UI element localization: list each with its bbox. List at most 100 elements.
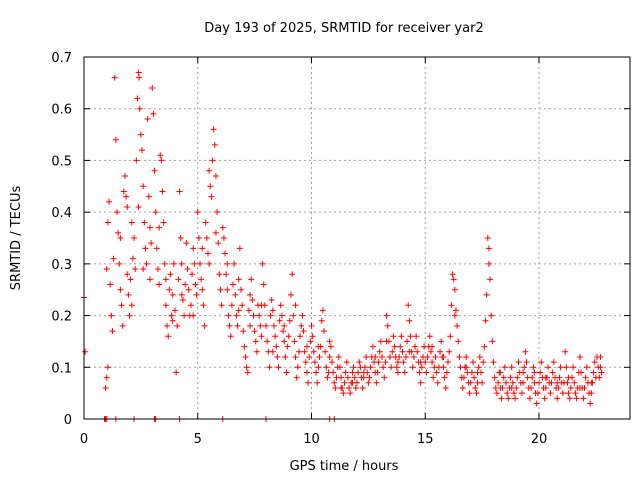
- data-point: [190, 312, 197, 319]
- data-point: [504, 390, 511, 397]
- data-point: [288, 291, 295, 298]
- data-point: [476, 353, 483, 360]
- data-point: [377, 338, 384, 345]
- data-point: [597, 353, 604, 360]
- data-point: [481, 343, 488, 350]
- data-point: [572, 390, 579, 397]
- data-point: [565, 374, 572, 381]
- data-point: [239, 302, 246, 309]
- data-point: [405, 302, 412, 309]
- data-point: [434, 379, 441, 386]
- data-point: [314, 379, 321, 386]
- data-point: [410, 353, 417, 360]
- data-point: [522, 348, 529, 355]
- y-tick-label: 0.6: [51, 103, 72, 118]
- x-tick-label: 10: [303, 432, 320, 447]
- data-point: [198, 276, 205, 283]
- data-point: [328, 359, 335, 366]
- data-point: [131, 235, 138, 241]
- data-point: [326, 353, 333, 360]
- x-tick-labels: 0 5 10 15 20: [80, 432, 547, 447]
- data-point: [404, 338, 411, 345]
- data-point: [578, 369, 585, 376]
- data-point: [201, 322, 208, 329]
- data-point: [280, 328, 287, 335]
- data-point: [424, 353, 431, 360]
- data-point: [398, 333, 405, 340]
- data-point: [566, 395, 573, 402]
- data-point: [573, 395, 580, 402]
- data-point: [409, 364, 416, 371]
- data-point: [485, 245, 492, 252]
- data-point: [294, 364, 301, 371]
- data-point: [338, 384, 345, 391]
- data-point: [212, 172, 219, 179]
- data-point: [182, 281, 189, 288]
- data-point: [143, 260, 150, 267]
- data-point: [103, 266, 110, 273]
- y-tick-label: 0: [64, 413, 72, 428]
- data-point: [381, 374, 388, 381]
- data-point: [406, 317, 413, 324]
- data-point: [497, 369, 504, 376]
- data-point: [266, 364, 273, 371]
- data-point: [443, 369, 450, 376]
- data-point: [490, 359, 497, 366]
- data-point: [407, 333, 414, 340]
- data-point: [448, 302, 455, 309]
- data-point: [169, 291, 176, 298]
- data-point: [251, 328, 258, 335]
- data-point: [191, 260, 198, 267]
- data-point: [256, 312, 263, 319]
- data-point: [326, 338, 333, 345]
- data-point: [206, 260, 213, 267]
- data-point: [103, 374, 110, 381]
- data-point: [482, 317, 489, 324]
- data-point: [220, 235, 227, 241]
- data-point: [533, 400, 540, 407]
- data-point: [360, 369, 367, 376]
- data-point: [536, 379, 542, 386]
- data-point: [299, 312, 306, 319]
- data-point: [429, 343, 436, 350]
- data-point: [272, 333, 279, 340]
- data-point: [212, 229, 219, 236]
- data-point: [219, 224, 226, 231]
- data-point: [361, 364, 368, 371]
- data-point: [241, 343, 248, 350]
- data-point: [338, 374, 345, 381]
- data-point: [109, 328, 116, 335]
- data-point: [365, 379, 372, 386]
- data-point: [110, 255, 117, 262]
- data-point: [463, 353, 470, 360]
- data-point: [207, 183, 214, 190]
- data-point: [247, 291, 254, 298]
- data-point: [426, 333, 433, 340]
- data-point: [253, 348, 260, 355]
- data-point: [376, 348, 383, 355]
- data-point: [244, 369, 251, 376]
- data-point: [324, 374, 331, 381]
- data-point: [382, 359, 389, 366]
- data-point: [204, 250, 211, 257]
- data-point: [508, 384, 515, 391]
- data-point: [293, 374, 300, 381]
- data-point: [178, 260, 185, 267]
- data-point: [162, 302, 169, 309]
- data-point: [576, 353, 583, 360]
- data-point: [118, 302, 125, 309]
- data-point: [140, 183, 147, 190]
- data-point: [112, 136, 119, 143]
- data-point: [485, 260, 492, 267]
- data-point: [373, 379, 380, 386]
- data-point: [282, 353, 289, 360]
- data-point: [548, 379, 555, 386]
- data-point: [344, 374, 351, 381]
- data-point: [133, 157, 140, 164]
- data-point: [512, 395, 519, 402]
- data-point: [550, 359, 557, 366]
- data-point: [406, 348, 413, 355]
- data-point: [233, 312, 240, 319]
- data-point: [459, 384, 466, 391]
- data-point: [452, 307, 459, 314]
